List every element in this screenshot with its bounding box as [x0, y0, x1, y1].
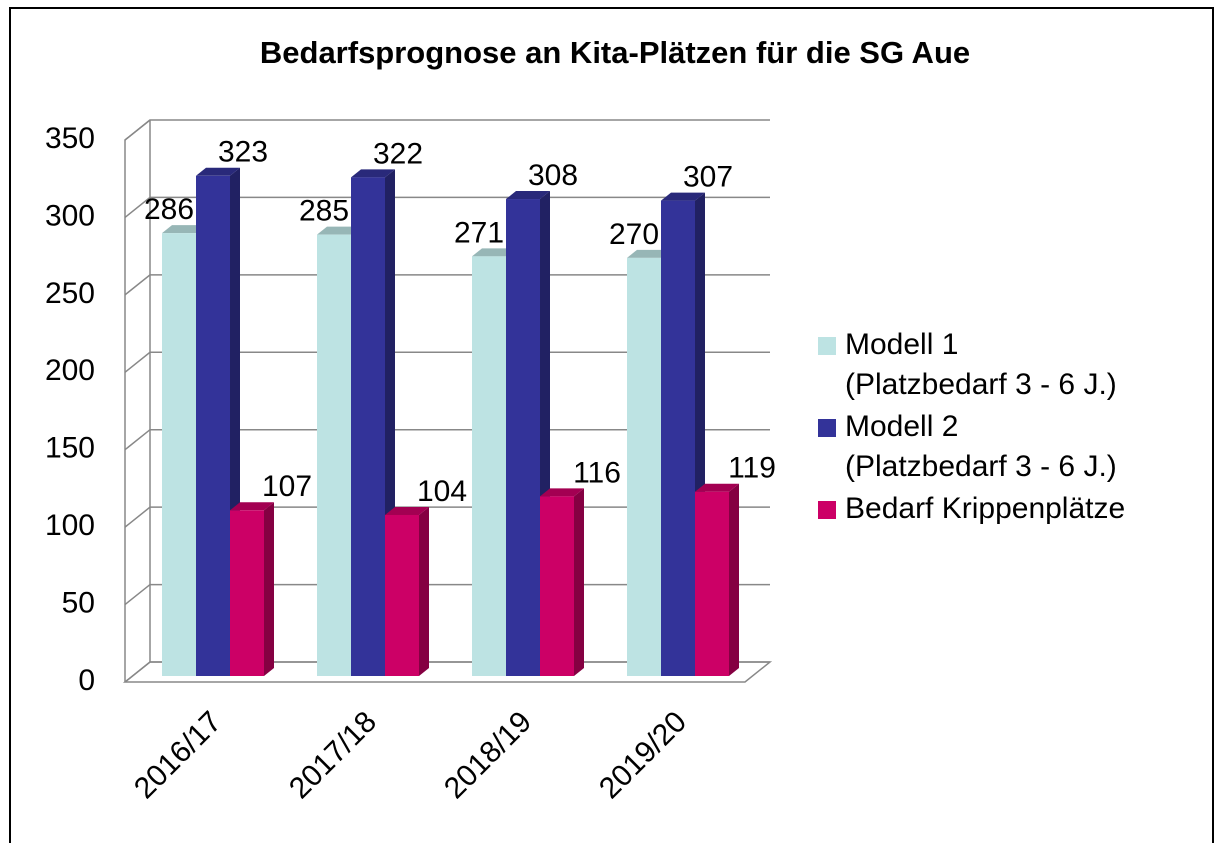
x-tick-label: 2016/17 [128, 705, 228, 805]
bar [385, 514, 419, 676]
grid-line [124, 351, 770, 373]
x-tick-label: 2018/19 [438, 705, 538, 805]
grid-line [124, 274, 770, 296]
bar [506, 199, 540, 677]
grid-line [124, 119, 770, 141]
legend-swatch [818, 419, 836, 437]
legend-item: Modell 2 (Platzbedarf 3 - 6 J.) [815, 407, 1125, 487]
bar [661, 200, 695, 677]
y-tick-label: 300 [45, 199, 95, 232]
bar-side [419, 506, 429, 676]
bar [472, 256, 506, 676]
bar-top [627, 249, 671, 258]
legend-label: Modell 2 (Platzbedarf 3 - 6 J.) [845, 410, 1117, 483]
grid-line [124, 196, 770, 219]
legend-item: Bedarf Krippenplätze [815, 489, 1125, 529]
y-tick-label: 50 [62, 586, 95, 619]
chart-border [9, 7, 1214, 843]
bar [627, 257, 661, 676]
bar-top [661, 192, 705, 201]
bar-top [695, 483, 739, 492]
value-label: 322 [373, 137, 423, 170]
bar [162, 233, 196, 676]
y-tick-label: 0 [78, 664, 95, 697]
bar [230, 510, 264, 676]
y-tick-label: 150 [45, 432, 95, 465]
bar-top [351, 169, 395, 178]
value-label: 323 [218, 136, 268, 169]
bar-top [196, 167, 240, 176]
value-label: 307 [683, 161, 733, 194]
value-label: 270 [609, 218, 659, 251]
bar-side [574, 488, 584, 676]
x-tick-label: 2019/20 [593, 705, 693, 805]
legend: Modell 1 (Platzbedarf 3 - 6 J.) Modell 2 … [815, 325, 1125, 531]
bar [351, 177, 385, 677]
x-tick-label: 2017/18 [283, 705, 383, 805]
legend-item: Modell 1 (Platzbedarf 3 - 6 J.) [815, 325, 1125, 405]
value-label: 116 [573, 456, 621, 489]
bar-top [472, 248, 516, 257]
bar-top [385, 506, 429, 515]
bar-side [729, 483, 739, 676]
bar [196, 175, 230, 676]
value-label: 271 [454, 216, 504, 249]
value-label: 104 [417, 475, 467, 508]
y-tick-label: 250 [45, 277, 95, 310]
bar-side [264, 502, 274, 676]
legend-label: Modell 1 (Platzbedarf 3 - 6 J.) [845, 328, 1117, 401]
legend-swatch [818, 501, 836, 519]
bar [695, 491, 729, 676]
value-label: 308 [528, 159, 578, 192]
value-label: 285 [299, 195, 349, 228]
bar-top [317, 226, 361, 235]
bar-top [506, 191, 550, 200]
y-tick-label: 100 [45, 509, 95, 542]
bar [317, 234, 351, 676]
chart-title: Bedarfsprognose an Kita-Plätzen für die … [260, 35, 970, 70]
bar-top [230, 502, 274, 511]
y-tick-label: 350 [45, 122, 95, 155]
bar [540, 496, 574, 676]
grid-line [124, 428, 770, 451]
value-label: 119 [728, 452, 776, 485]
y-tick-label: 200 [45, 354, 95, 387]
bar-top [540, 488, 584, 497]
bar-top [162, 225, 206, 234]
legend-swatch [818, 337, 836, 355]
legend-label: Bedarf Krippenplätze [845, 492, 1126, 525]
value-label: 286 [144, 193, 194, 226]
value-label: 107 [262, 470, 312, 503]
